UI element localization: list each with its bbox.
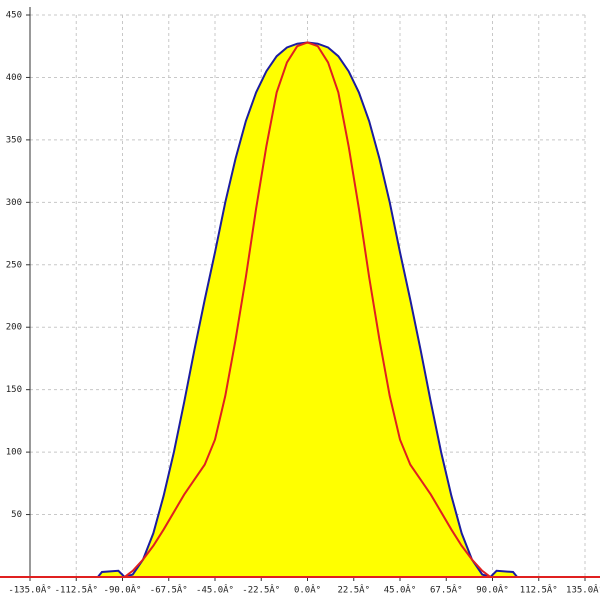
x-tick-label: -135.0Â° xyxy=(8,584,51,596)
y-tick-label: 300 xyxy=(6,198,22,208)
x-tick-label: -112.5Â° xyxy=(55,584,98,596)
x-tick-label: 22.5Â° xyxy=(337,584,370,596)
y-tick-label: 350 xyxy=(6,135,22,145)
y-tick-label: 450 xyxy=(6,11,22,21)
x-tick-label: 0.0Â° xyxy=(294,584,321,596)
area xyxy=(30,42,585,577)
y-tick-label: 150 xyxy=(6,385,22,395)
y-tick-label: 100 xyxy=(6,448,22,458)
x-tick-label: 67.5Â° xyxy=(430,584,463,596)
y-tick-label: 400 xyxy=(6,73,22,83)
x-tick-label: -67.5Â° xyxy=(150,584,188,596)
x-tick-label: -22.5Â° xyxy=(242,584,280,596)
y-tick-label: 50 xyxy=(11,510,22,520)
x-tick-label: 135.0Â° xyxy=(566,584,600,596)
x-tick-label: 90.0Â° xyxy=(476,584,509,596)
y-tick-label: 250 xyxy=(6,260,22,270)
y-tick-label: 200 xyxy=(6,323,22,333)
x-tick-label: -45.0Â° xyxy=(196,584,234,596)
x-tick-label: -90.0Â° xyxy=(104,584,142,596)
x-tick-label: 45.0Â° xyxy=(384,584,417,596)
x-tick-label: 112.5Â° xyxy=(520,584,558,596)
line xyxy=(30,41,585,578)
